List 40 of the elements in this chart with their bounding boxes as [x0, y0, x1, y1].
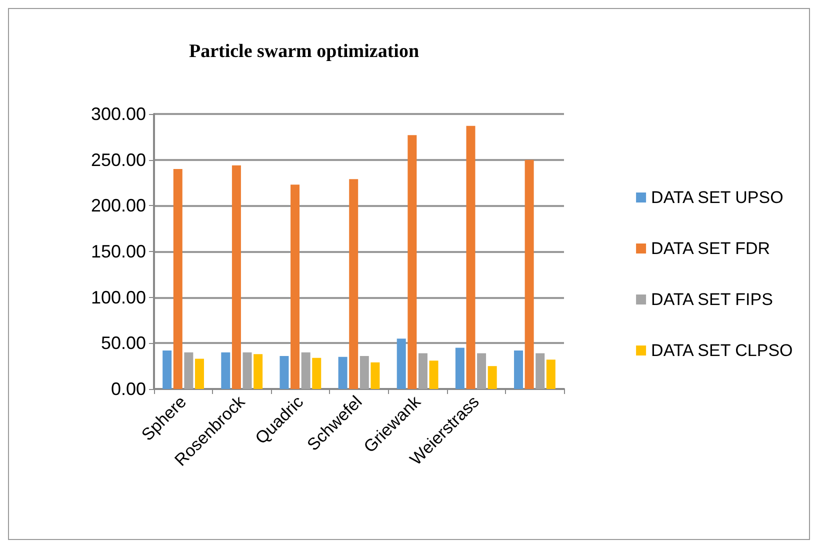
bar — [162, 350, 172, 389]
bar — [242, 352, 252, 389]
y-tick-label: 300.00 — [90, 104, 146, 124]
y-tick-label: 200.00 — [90, 196, 146, 216]
legend-label: DATA SET FDR — [651, 239, 770, 258]
bar — [429, 360, 438, 389]
bar — [194, 358, 204, 389]
legend-label: DATA SET CLPSO — [651, 341, 793, 360]
bar — [232, 165, 241, 389]
bar — [488, 366, 497, 389]
bar — [396, 338, 406, 389]
chart-title: Particle swarm optimization — [188, 41, 420, 62]
bar — [466, 126, 476, 389]
y-tick-label: 50.00 — [100, 333, 146, 354]
legend-label: DATA SET FIPS — [651, 290, 773, 309]
bar — [301, 352, 310, 389]
bar — [338, 356, 348, 389]
bar — [418, 353, 428, 389]
bar — [173, 169, 182, 389]
bar — [360, 356, 369, 389]
y-tick-label: 250.00 — [90, 150, 146, 170]
bar — [370, 362, 380, 389]
bar — [280, 356, 289, 389]
bar — [221, 352, 230, 389]
bar — [184, 352, 194, 389]
bar — [536, 353, 545, 389]
bar — [514, 350, 524, 389]
bar — [477, 353, 486, 389]
bar — [524, 160, 534, 389]
bar — [349, 179, 358, 389]
bar — [290, 184, 300, 389]
y-tick-label: 100.00 — [90, 287, 146, 308]
legend-label: DATA SET UPSO — [651, 188, 784, 207]
bar — [312, 358, 322, 389]
bar — [408, 135, 417, 389]
bar — [254, 354, 263, 389]
bar — [546, 360, 556, 389]
y-tick-label: 150.00 — [90, 242, 146, 262]
bar — [455, 348, 464, 389]
y-tick-label: 0.00 — [110, 379, 146, 399]
